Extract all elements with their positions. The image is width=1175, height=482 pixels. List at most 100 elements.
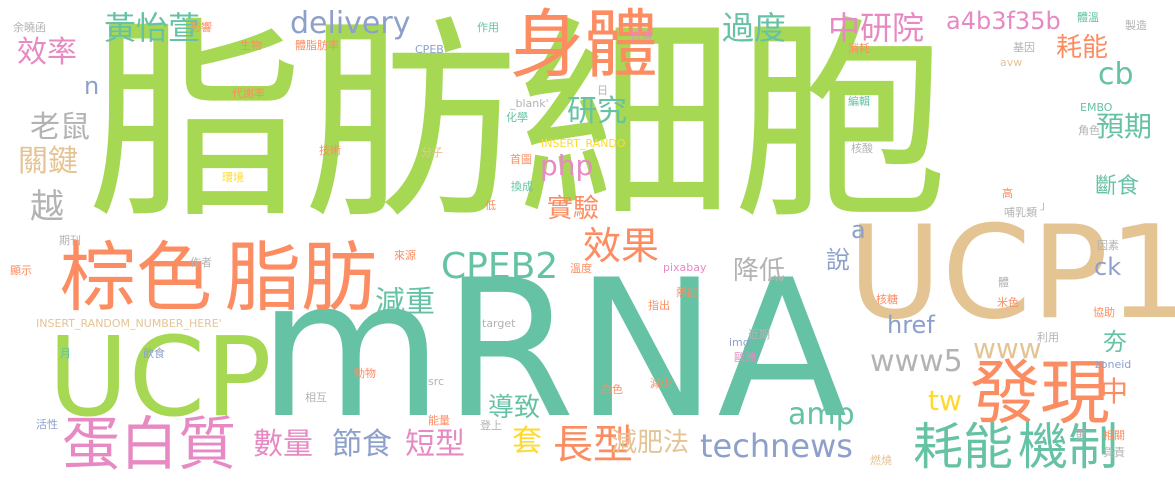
word-22-cjk: 老鼠 bbox=[30, 110, 90, 145]
word-54-cpeb: CPEB bbox=[415, 43, 444, 56]
word-46-href: href bbox=[887, 311, 935, 339]
word-7-cjk: 蛋白質 bbox=[62, 410, 237, 478]
word-52-cjk: 生物 bbox=[240, 39, 262, 52]
word-63-blank: _blank' bbox=[510, 97, 549, 110]
word-33-www: www bbox=[973, 332, 1042, 365]
word-50-cjk: 余曉函 bbox=[13, 21, 46, 34]
word-57-cjk: 消耗 bbox=[848, 42, 870, 55]
word-45-cjk: 夯 bbox=[1103, 328, 1127, 356]
word-110-cjk: 能量 bbox=[428, 414, 450, 427]
word-64-cjk: 代謝率 bbox=[232, 87, 265, 100]
word-103-src: src bbox=[428, 375, 445, 388]
word-92-target: target bbox=[482, 317, 516, 330]
word-98-cjk: 飲食 bbox=[143, 347, 165, 360]
word-72-insert-rando: INSERT_RANDO bbox=[541, 137, 626, 150]
word-30-cjk: 斷食 bbox=[1095, 174, 1140, 199]
word-81-cjk: 作者 bbox=[190, 256, 212, 269]
word-49-n: n bbox=[84, 72, 100, 100]
word-14-technews: technews bbox=[700, 427, 853, 465]
word-100-cjk: 利用 bbox=[1037, 331, 1059, 344]
word-97-cjk: 月 bbox=[60, 347, 71, 360]
word-108-cjk: 相關 bbox=[1103, 429, 1125, 442]
word-27-cjk: 耗能 bbox=[1056, 33, 1109, 63]
word-21-cjk: 研究 bbox=[567, 94, 627, 129]
word-79-cjk: 」 bbox=[1040, 199, 1051, 212]
word-44-cjk: 導致 bbox=[488, 393, 541, 423]
word-101-zoneid: zoneid bbox=[1095, 358, 1132, 371]
word-89-cjk: 核糖 bbox=[876, 293, 898, 306]
word-47-ck: ck bbox=[1094, 253, 1122, 281]
word-11-cpeb2: CPEB2 bbox=[441, 246, 559, 287]
word-15-cjk: 中研院 bbox=[828, 9, 925, 47]
word-96-cjk: 協助 bbox=[1093, 306, 1115, 319]
word-55-cjk: 作用 bbox=[477, 21, 499, 34]
word-43-cjk: 減重 bbox=[375, 285, 435, 320]
word-35-tw: tw bbox=[928, 384, 962, 417]
word-75-cjk: 換成 bbox=[511, 180, 533, 193]
word-66-cjk: 編輯 bbox=[848, 95, 870, 108]
word-65-cjk: 化學 bbox=[506, 111, 528, 124]
word-26-cjk: 實驗 bbox=[547, 194, 600, 224]
word-24-cjk: 越 bbox=[30, 187, 64, 227]
word-53-cjk: 體脂肪率 bbox=[295, 39, 339, 52]
word-0-cjk: 脂肪細胞 bbox=[88, 0, 948, 248]
word-88-cjk: 體 bbox=[998, 276, 1009, 289]
word-86-cjk: 顯示 bbox=[10, 264, 32, 277]
word-8-cjk: 發現 bbox=[970, 352, 1110, 434]
word-18-delivery: delivery bbox=[290, 6, 411, 41]
word-34-amp: amp bbox=[788, 397, 855, 432]
word-82-cjk: 來源 bbox=[394, 249, 416, 262]
word-90-cjk: 米色 bbox=[997, 296, 1019, 309]
word-61-avw: avw bbox=[1000, 56, 1023, 69]
word-17-a4b3f35b: a4b3f35b bbox=[946, 7, 1061, 35]
word-74-cjk: 環境 bbox=[222, 171, 244, 184]
word-68-cjk: 角色 bbox=[1078, 124, 1100, 137]
word-1-mrna: mRNA bbox=[258, 239, 848, 460]
word-102-cjk: 動物 bbox=[354, 367, 376, 380]
word-56-cjk: 扮演 bbox=[630, 29, 652, 42]
word-25-php: php bbox=[540, 149, 594, 182]
word-85-cjk: 因素 bbox=[1097, 239, 1119, 252]
word-20-cjk: 效率 bbox=[17, 35, 77, 70]
word-31-cjk: 中 bbox=[1100, 375, 1129, 408]
word-13-cjk: 長型 bbox=[553, 422, 633, 468]
word-99-cjk: 歐洲 bbox=[734, 351, 756, 364]
word-29-cjk: 預期 bbox=[1096, 110, 1153, 143]
word-51-cjk: 影響 bbox=[190, 21, 212, 34]
word-107-cjk: 更 bbox=[1075, 429, 1086, 442]
word-3-ucp: UCP bbox=[48, 313, 272, 441]
word-12-cjk: 效果 bbox=[583, 224, 660, 268]
word-37-cjk: 節食 bbox=[332, 427, 392, 462]
word-28-cb: cb bbox=[1098, 57, 1134, 92]
word-109-cjk: 活性 bbox=[36, 418, 58, 431]
word-71-cjk: 核酸 bbox=[851, 142, 873, 155]
word-106-cjk: 白色 bbox=[601, 383, 623, 396]
word-23-cjk: 關鍵 bbox=[18, 144, 78, 179]
word-19-cjk: 黃怡萱 bbox=[104, 9, 201, 47]
word-80-cjk: 期刊 bbox=[59, 234, 81, 247]
word-95-cjk: 近期 bbox=[748, 328, 770, 341]
word-5-cjk: 棕色 bbox=[60, 233, 212, 322]
word-40-cjk: 套 bbox=[512, 424, 542, 459]
word-87-cjk: 熱能 bbox=[676, 286, 698, 299]
word-105-cjk: 相互 bbox=[305, 391, 327, 404]
word-10-cjk: 耗能 bbox=[913, 418, 1013, 476]
word-93-cjk: 指出 bbox=[648, 299, 670, 312]
word-60-cjk: 製造 bbox=[1125, 19, 1147, 32]
word-9-cjk: 機制 bbox=[1018, 418, 1118, 476]
word-6-cjk: 脂肪 bbox=[225, 233, 377, 322]
word-67-embo: EMBO bbox=[1080, 101, 1113, 114]
word-59-cjk: 體溫 bbox=[1077, 11, 1099, 24]
word-112-cjk: 燃燒 bbox=[870, 454, 892, 467]
word-73-cjk: 首圖 bbox=[510, 153, 532, 166]
word-36-cjk: 數量 bbox=[253, 427, 313, 462]
word-104-cjk: 減少 bbox=[650, 377, 672, 390]
word-41-cjk: 降低 bbox=[733, 256, 786, 286]
word-48-a: a bbox=[851, 216, 866, 244]
word-58-cjk: 基因 bbox=[1013, 41, 1035, 54]
word-84-pixabay: pixabay bbox=[663, 261, 707, 274]
word-94-img: img bbox=[729, 336, 750, 349]
word-111-cjk: 登上 bbox=[480, 419, 502, 432]
word-2-ucp1: UCP1 bbox=[848, 199, 1175, 348]
